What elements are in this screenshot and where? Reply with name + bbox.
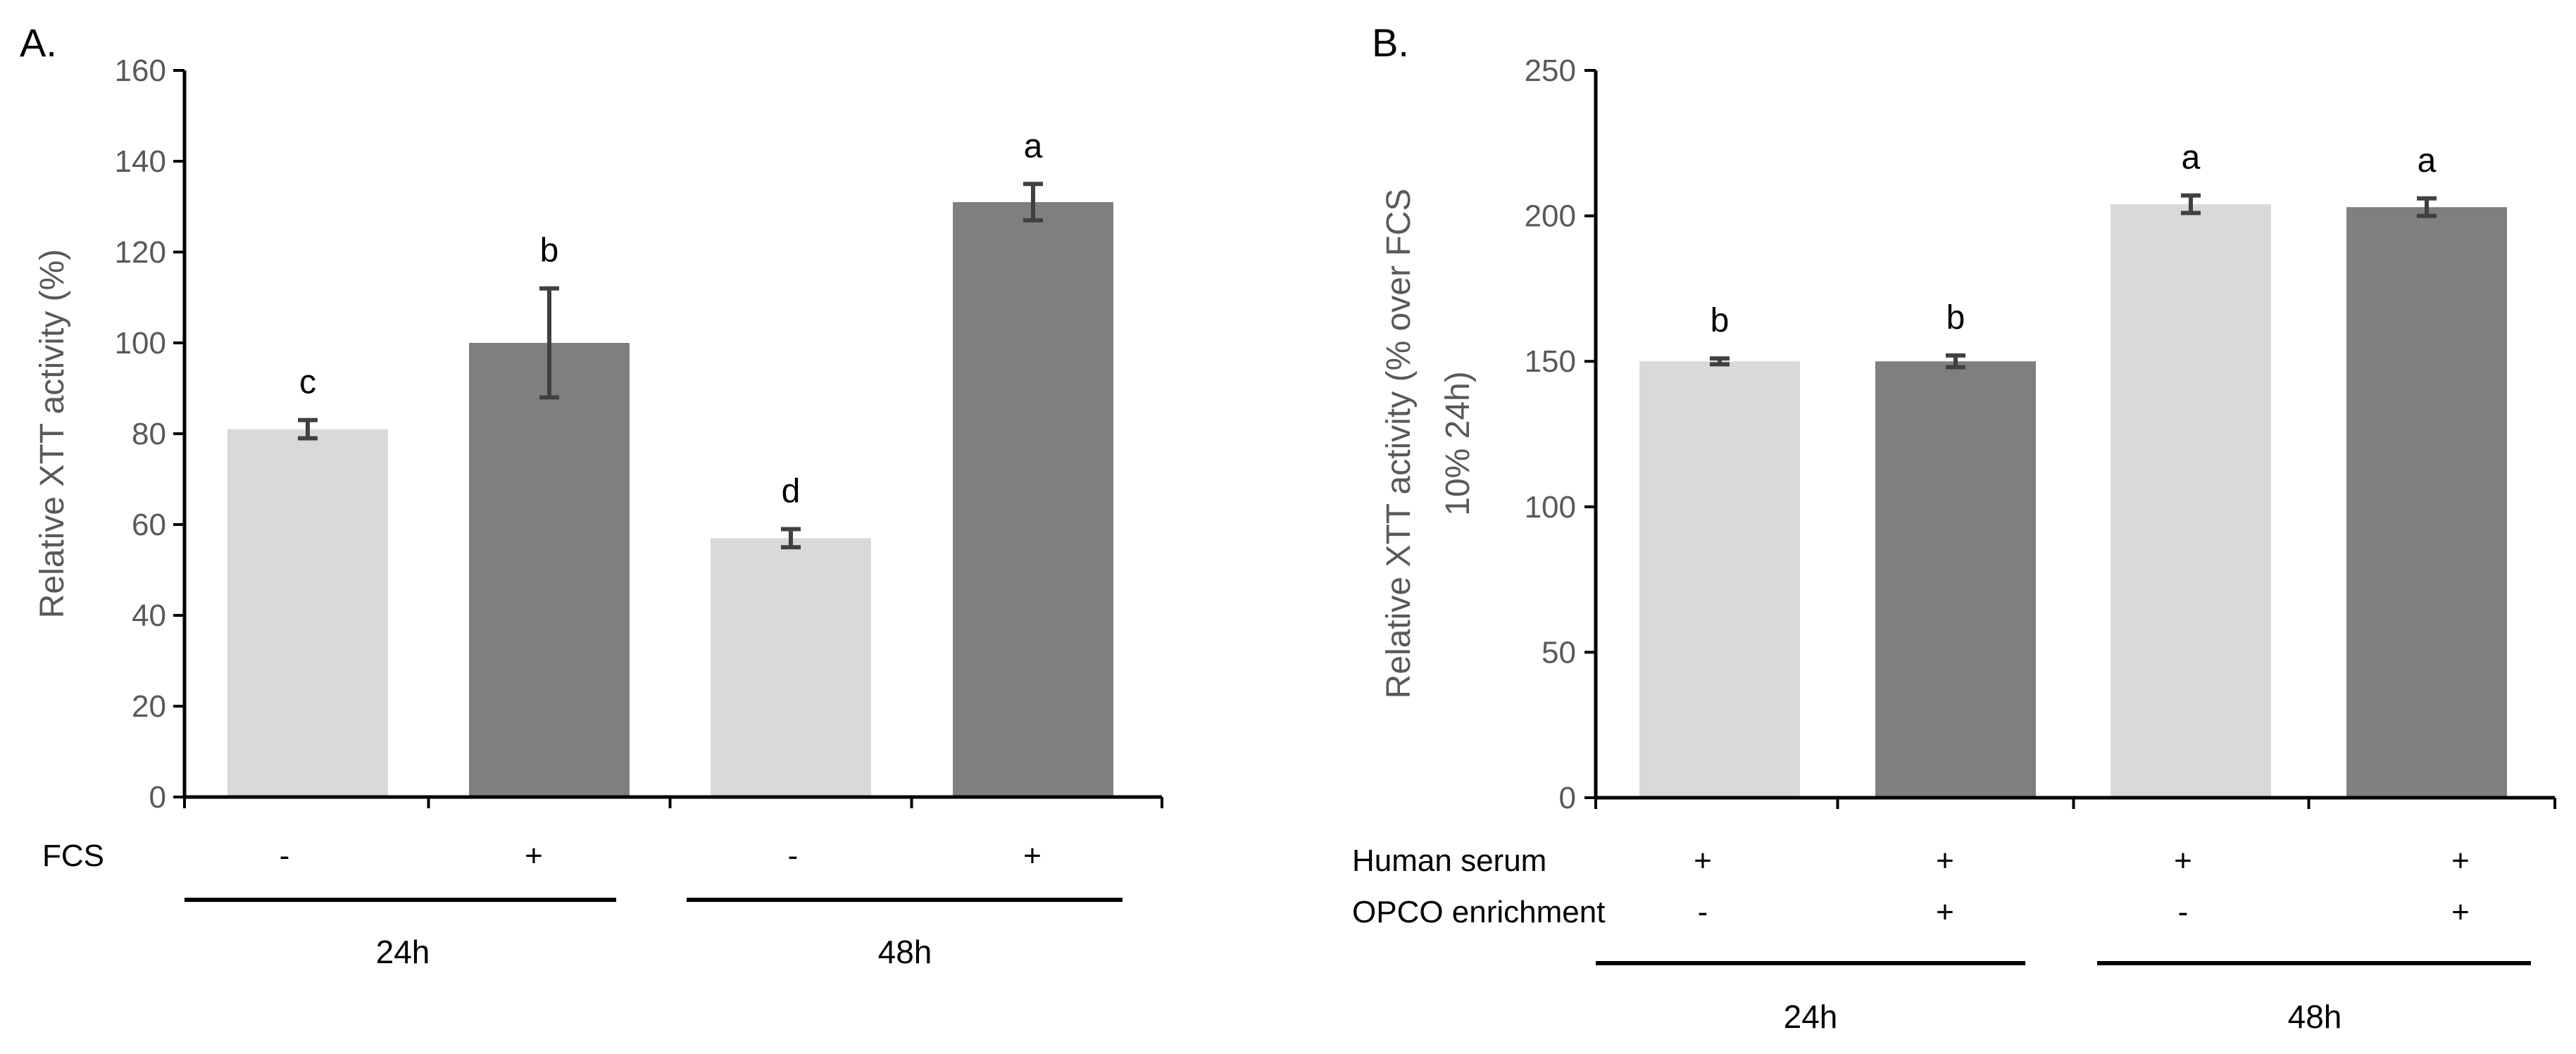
bar	[2111, 204, 2271, 798]
significance-letter: b	[540, 232, 559, 270]
condition-value: +	[1694, 843, 1712, 878]
bar	[469, 343, 630, 797]
condition-label: Human serum	[1352, 843, 1546, 878]
y-tick-label: 100	[115, 326, 166, 360]
y-tick-label: 200	[1525, 199, 1576, 234]
condition-value: +	[525, 839, 543, 873]
group-label: 24h	[1784, 998, 1838, 1035]
y-tick-label: 60	[132, 508, 166, 542]
y-axis-title: Relative XTT activity (%)	[34, 249, 71, 619]
condition-value: -	[280, 839, 290, 873]
y-tick-label: 120	[115, 235, 166, 270]
condition-value: +	[2174, 843, 2192, 878]
significance-letter: c	[299, 364, 316, 401]
condition-value: -	[1698, 895, 1708, 929]
condition-value: -	[2178, 895, 2189, 929]
bar	[2346, 207, 2507, 798]
y-tick-label: 100	[1525, 490, 1576, 525]
condition-value: +	[2451, 895, 2470, 929]
y-tick-label: 80	[132, 417, 166, 451]
y-axis-title-line: 10% 24h)	[1439, 371, 1477, 515]
panel-label: A.	[20, 20, 57, 65]
significance-letter: b	[1711, 302, 1730, 339]
group-label: 48h	[878, 934, 932, 970]
significance-letter: a	[2418, 142, 2437, 180]
y-axis-title-line: Relative XTT activity (% over FCS	[1380, 189, 1418, 699]
condition-value: +	[1023, 839, 1042, 873]
y-tick-label: 40	[132, 598, 166, 633]
significance-letter: a	[2182, 139, 2201, 177]
y-tick-label: 140	[115, 144, 166, 179]
y-tick-label: 150	[1525, 344, 1576, 379]
y-tick-label: 250	[1525, 54, 1576, 88]
significance-letter: a	[1024, 127, 1043, 165]
bar	[227, 429, 388, 797]
bar	[953, 202, 1113, 797]
bar	[1875, 361, 2036, 798]
bar	[1639, 361, 1800, 798]
y-tick-label: 50	[1542, 635, 1576, 670]
significance-letter: b	[1946, 299, 1965, 337]
significance-letter: d	[782, 472, 801, 510]
y-tick-label: 20	[132, 689, 166, 724]
condition-label: OPCO enrichment	[1352, 895, 1605, 929]
condition-value: +	[2451, 843, 2470, 878]
group-label: 24h	[376, 934, 430, 970]
y-tick-label: 0	[149, 780, 166, 815]
panel-label: B.	[1372, 20, 1409, 65]
group-label: 48h	[2288, 998, 2342, 1035]
y-tick-label: 0	[1559, 781, 1576, 815]
y-tick-label: 160	[115, 54, 166, 88]
bar	[711, 538, 871, 797]
condition-label: FCS	[42, 839, 104, 873]
condition-value: -	[788, 839, 799, 873]
condition-value: +	[1936, 843, 1954, 878]
condition-value: +	[1936, 895, 1954, 929]
